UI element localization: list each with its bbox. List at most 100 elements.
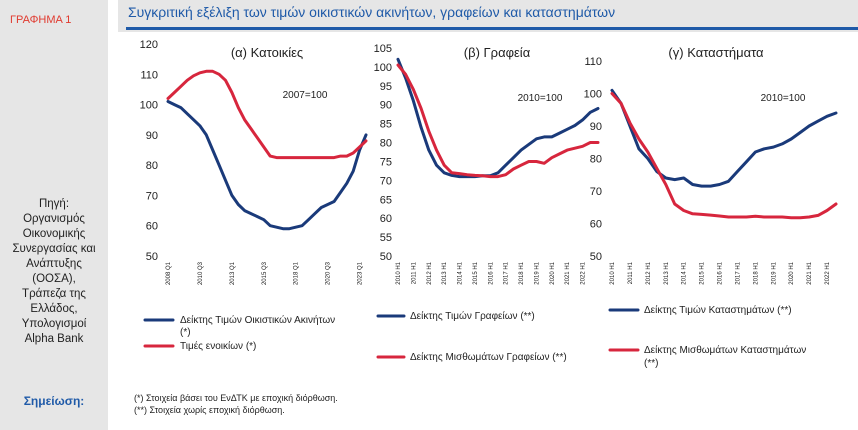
x-tick-label: 2010 H1 — [396, 261, 402, 284]
rent-index-line — [610, 92, 838, 220]
source-line: Πηγή: — [38, 198, 70, 210]
y-tick-label: 85 — [380, 119, 392, 131]
y-tick-label: 110 — [140, 69, 158, 81]
chart-title: (γ) Καταστήματα — [668, 45, 764, 60]
legend-label: Δείκτης Τιμών Οικιστικών Ακινήτων — [180, 314, 335, 326]
y-tick-label: 55 — [380, 232, 392, 244]
x-tick-label: 2016 H1 — [718, 261, 724, 284]
y-tick-label: 70 — [590, 186, 602, 198]
legend-label: Δείκτης Τιμών Καταστημάτων (**) — [644, 304, 792, 316]
x-tick-label: 2020 H1 — [550, 261, 556, 284]
y-tick-label: 110 — [584, 56, 602, 68]
x-tick-label: 2011 H1 — [411, 261, 417, 284]
legend-label: Τιμές ενοικίων (*) — [180, 340, 256, 352]
source-line: Συνεργασίας και — [12, 243, 96, 255]
note-label: Σημείωση: — [23, 394, 85, 408]
y-tick-label: 50 — [380, 251, 392, 263]
y-tick-label: 90 — [146, 130, 158, 142]
source-line: (ΟΟΣΑ), — [32, 273, 76, 285]
x-tick-label: 2012 H1 — [427, 261, 433, 284]
base-label: 2007=100 — [283, 90, 328, 101]
legend-label-cont: (*) — [180, 327, 191, 338]
legend-label: Δείκτης Μισθωμάτων Γραφείων (**) — [410, 351, 567, 363]
x-tick-label: 2014 H1 — [458, 261, 464, 284]
y-tick-label: 50 — [590, 251, 602, 263]
x-tick-label: 2011 H1 — [628, 261, 634, 284]
x-tick-label: 2013 Q1 — [230, 261, 236, 285]
legend-label: Δείκτης Τιμών Γραφείων (**) — [410, 310, 535, 322]
y-tick-label: 80 — [380, 138, 392, 150]
x-tick-label: 2015 Q3 — [262, 261, 268, 285]
y-tick-label: 60 — [146, 221, 158, 233]
x-tick-label: 2013 H1 — [442, 261, 448, 284]
x-tick-label: 2023 Q1 — [358, 261, 364, 285]
x-tick-label: 2018 Q1 — [294, 261, 300, 285]
source-line: Ανάπτυξης — [26, 258, 82, 270]
y-tick-label: 65 — [380, 194, 392, 206]
x-tick-label: 2019 H1 — [534, 261, 540, 284]
x-tick-label: 2010 H1 — [610, 261, 616, 284]
y-tick-label: 100 — [374, 62, 392, 74]
x-tick-label: 2021 H1 — [565, 261, 571, 284]
source-line: Ελλάδος, — [30, 303, 78, 315]
base-label: 2010=100 — [761, 93, 806, 104]
y-tick-label: 80 — [146, 160, 158, 172]
price-index-line — [396, 57, 600, 179]
x-tick-label: 2022 H1 — [581, 261, 587, 284]
x-tick-label: 2008 Q1 — [166, 261, 172, 285]
x-tick-label: 2017 H1 — [504, 261, 510, 284]
rent-index-line — [166, 69, 368, 160]
x-tick-label: 2020 Q3 — [326, 261, 332, 285]
x-tick-label: 2020 H1 — [789, 261, 795, 284]
source-line: Υπολογισμοί — [21, 318, 87, 330]
y-tick-label: 75 — [380, 156, 392, 168]
chart-title: (β) Γραφεία — [464, 45, 531, 60]
source-line: Τράπεζα της — [22, 288, 86, 300]
source-line: Alpha Bank — [24, 333, 84, 345]
y-tick-label: 70 — [146, 190, 158, 202]
y-tick-label: 80 — [590, 154, 602, 166]
y-tick-label: 90 — [590, 121, 602, 133]
title-rule — [126, 27, 858, 30]
x-tick-label: 2010 Q3 — [198, 261, 204, 285]
y-tick-label: 105 — [374, 43, 392, 55]
x-tick-label: 2012 H1 — [646, 261, 652, 284]
y-tick-label: 50 — [146, 251, 158, 263]
y-tick-label: 95 — [380, 81, 392, 93]
chart-title: (α) Κατοικίες — [231, 45, 303, 60]
x-tick-label: 2016 H1 — [488, 261, 494, 284]
x-tick-label: 2013 H1 — [664, 261, 670, 284]
y-tick-label: 70 — [380, 175, 392, 187]
notes: (*) Στοιχεία βάσει του ΕνΔΤΚ με εποχική … — [134, 392, 338, 416]
x-tick-label: 2018 H1 — [519, 261, 525, 284]
x-tick-label: 2014 H1 — [682, 261, 688, 284]
source-text: Πηγή: Οργανισμός Οικονομικής Συνεργασίας κα… — [2, 197, 106, 347]
y-tick-label: 100 — [584, 89, 602, 101]
base-label: 2010=100 — [518, 93, 563, 104]
y-tick-label: 120 — [140, 39, 158, 51]
figure-title: Συγκριτική εξέλιξη των τιμών οικιστικών … — [128, 4, 616, 20]
x-tick-label: 2018 H1 — [753, 261, 759, 284]
price-index-line — [166, 100, 368, 231]
rent-index-line — [396, 63, 600, 179]
figure-label: ΓΡΑΦΗΜΑ 1 — [10, 14, 72, 26]
note-line-1: (*) Στοιχεία βάσει του ΕνΔΤΚ με εποχική … — [134, 393, 338, 403]
x-tick-label: 2015 H1 — [473, 261, 479, 284]
x-tick-label: 2015 H1 — [700, 261, 706, 284]
x-tick-label: 2017 H1 — [735, 261, 741, 284]
y-tick-label: 90 — [380, 100, 392, 112]
y-tick-label: 100 — [140, 100, 158, 112]
note-line-2: (**) Στοιχεία χωρίς εποχική διόρθωση. — [134, 405, 285, 415]
left-panel — [0, 0, 108, 430]
source-line: Οργανισμός — [23, 213, 85, 225]
x-tick-label: 2019 H1 — [771, 261, 777, 284]
legend-label-cont: (**) — [644, 358, 658, 369]
x-tick-label: 2022 H1 — [825, 261, 831, 284]
y-tick-label: 60 — [590, 219, 602, 231]
price-index-line — [610, 88, 838, 188]
y-tick-label: 60 — [380, 213, 392, 225]
x-tick-label: 2021 H1 — [807, 261, 813, 284]
header-bar — [118, 0, 858, 32]
source-line: Οικονομικής — [22, 228, 86, 240]
